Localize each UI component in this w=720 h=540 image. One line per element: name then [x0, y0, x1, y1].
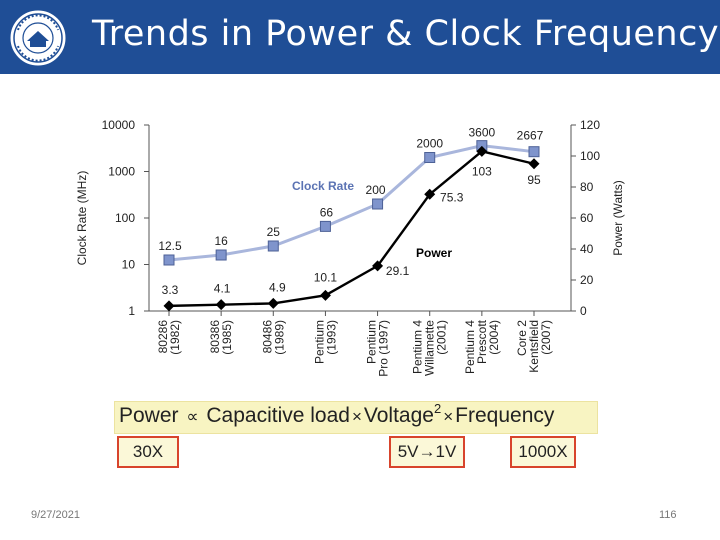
formula-times-symbol: × — [443, 407, 454, 426]
x-axis-category-label: (2001) — [435, 320, 449, 355]
x-axis-category-label: (1993) — [324, 320, 338, 355]
formula-power: Power — [119, 404, 179, 427]
title-bar: Trends in Power & Clock Frequency — [0, 0, 720, 74]
formula-voltage: Voltage — [363, 404, 434, 427]
footer-date: 9/27/2021 — [31, 509, 80, 521]
left-axis-tick-label: 1000 — [108, 165, 135, 179]
clock-rate-data-label: 12.5 — [158, 239, 182, 253]
clock-rate-point — [319, 220, 331, 232]
clock-rate-point — [528, 146, 540, 158]
clock-rate-data-label: 66 — [320, 205, 334, 219]
right-axis-tick-label: 20 — [580, 273, 594, 287]
clock-rate-point — [424, 152, 436, 164]
x-axis-category-label: 80486 — [260, 320, 274, 354]
left-axis-tick-label: 100 — [115, 211, 135, 225]
x-axis-category-label: Pentium 4 — [463, 320, 477, 374]
university-seal-logo — [9, 9, 67, 67]
power-point — [163, 300, 175, 312]
left-axis-tick-label: 10 — [122, 258, 136, 272]
x-axis-category-label: (2004) — [487, 320, 501, 355]
left-axis-tick-label: 1 — [128, 304, 135, 318]
frequency-factor-box: 1000X — [510, 436, 576, 468]
power-data-label: 95 — [527, 173, 541, 187]
right-axis-label: Power (Watts) — [611, 180, 625, 256]
x-axis-category-label: (2007) — [539, 320, 553, 355]
clock-rate-data-label: 16 — [214, 234, 228, 248]
x-axis-category-label: Pentium — [365, 320, 379, 364]
power-formula-text: Power ∝ Capacitive load ×Voltage2 ×Frequen… — [119, 401, 555, 428]
power-point — [528, 158, 540, 170]
power-data-label: 10.1 — [314, 270, 338, 284]
power-clock-chart: 1 10 100 1000 10000 0 20 40 60 80 100 120 Clock Rate… — [75, 118, 625, 377]
x-axis-category-label: Prescott — [475, 319, 489, 364]
left-axis-label: Clock Rate (MHz) — [75, 171, 89, 266]
right-axis-tick-label: 60 — [580, 211, 594, 225]
clock-rate-point — [267, 240, 279, 252]
clock-rate-line — [168, 144, 535, 262]
clock-rate-point — [215, 249, 227, 261]
clock-rate-data-label: 2000 — [416, 137, 443, 151]
clock-rate-data-label: 2667 — [517, 129, 544, 143]
power-data-label: 29.1 — [386, 264, 410, 278]
formula-proportional-symbol: ∝ — [186, 407, 199, 426]
formula-times-symbol: × — [351, 407, 362, 426]
clock-rate-series-label: Clock Rate — [292, 179, 354, 193]
power-series-label: Power — [416, 246, 452, 260]
right-axis-tick-label: 0 — [580, 304, 587, 318]
power-data-label: 3.3 — [162, 283, 179, 297]
power-data-label: 75.3 — [440, 190, 464, 204]
x-axis-category-label: (1989) — [272, 320, 286, 355]
power-point — [319, 289, 331, 301]
power-data-label: 4.9 — [269, 280, 286, 294]
power-data-label: 103 — [472, 164, 492, 178]
clock-rate-data-label: 25 — [267, 225, 281, 239]
capacitive-load-factor-box: 30X — [117, 436, 179, 468]
x-axis-category-label: Pentium 4 — [411, 320, 425, 374]
right-axis-tick-label: 120 — [580, 118, 600, 132]
x-axis-category-label: (1982) — [168, 320, 182, 355]
slide-title: Trends in Power & Clock Frequency — [92, 14, 720, 54]
power-formula: Power ∝ Capacitive load ×Voltage2 ×Frequen… — [114, 401, 598, 434]
page-number: 116 — [659, 509, 677, 521]
clock-rate-data-label: 3600 — [469, 126, 496, 140]
right-axis-tick-label: 80 — [580, 180, 594, 194]
x-axis-category-label: Willamette — [423, 320, 437, 376]
clock-rate-point — [163, 254, 175, 266]
x-axis-category-label: Core 2 — [515, 320, 529, 356]
x-axis-category-label: 80286 — [156, 320, 170, 354]
power-point — [372, 260, 384, 272]
power-data-label: 4.1 — [214, 282, 231, 296]
power-point — [267, 297, 279, 309]
x-axis-category-label: (1985) — [220, 320, 234, 355]
power-point — [215, 299, 227, 311]
formula-capacitive-load: Capacitive load — [206, 404, 350, 427]
clock-rate-data-label: 200 — [366, 183, 386, 197]
formula-frequency: Frequency — [455, 404, 555, 427]
x-axis-category-label: 80386 — [208, 320, 222, 354]
x-axis-category-label: Pro (1997) — [377, 320, 391, 377]
x-axis-category-label: Kentsfield — [527, 320, 541, 373]
right-axis-tick-label: 100 — [580, 149, 600, 163]
left-axis-tick-label: 10000 — [102, 118, 136, 132]
power-line — [168, 150, 535, 308]
x-axis-category-label: Pentium — [312, 320, 326, 364]
voltage-factor-box: 5V→1V — [389, 436, 465, 468]
right-axis-tick-label: 40 — [580, 242, 594, 256]
formula-voltage-exponent: 2 — [433, 401, 442, 416]
power-point — [424, 188, 436, 200]
clock-rate-point — [372, 198, 384, 210]
power-point — [476, 145, 488, 157]
